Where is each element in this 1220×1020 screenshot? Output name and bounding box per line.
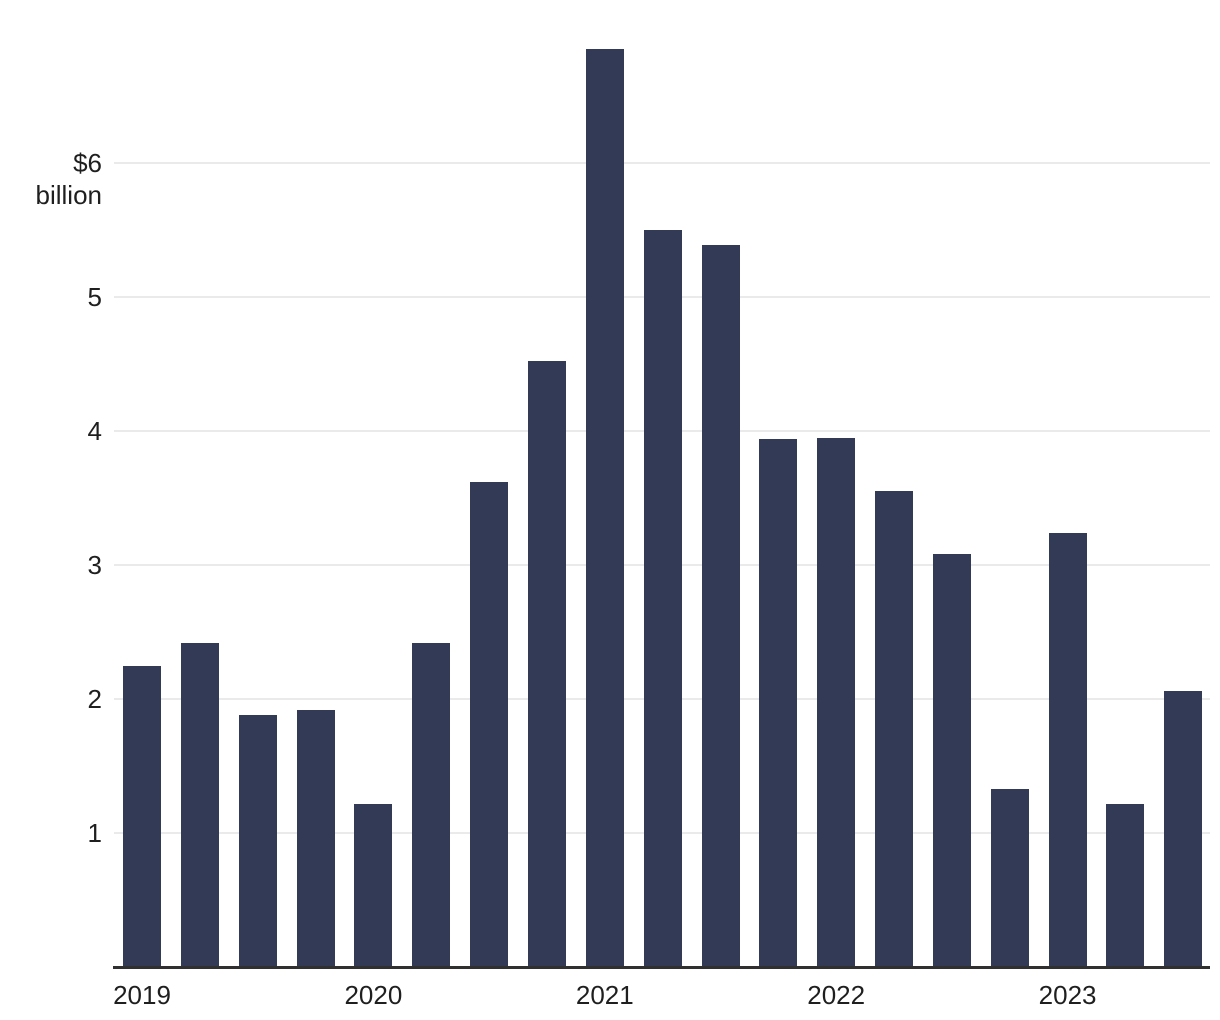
x-tick-label-2019: 2019: [113, 980, 171, 1010]
y-axis-top-label: $6 billion: [35, 148, 103, 210]
x-axis-line: [113, 966, 1210, 969]
y-tick-label-3: 3: [87, 550, 102, 580]
bar-2021-Q4: [759, 439, 798, 967]
bar-2021-Q2: [643, 230, 682, 967]
bar-2020-Q4: [527, 361, 566, 967]
bar-2022-Q1: [817, 437, 856, 967]
bar-2019-Q2: [180, 642, 219, 967]
gridline-6: [114, 162, 1210, 164]
y-tick-label-2: 2: [87, 684, 102, 714]
bar-2020-Q2: [412, 642, 451, 967]
bar-2023-Q3: [1164, 690, 1203, 967]
bar-2021-Q1: [585, 49, 624, 967]
bar-2022-Q2: [875, 491, 914, 967]
y-tick-label-1: 1: [87, 818, 102, 848]
y-tick-label-4: 4: [87, 416, 102, 446]
bar-2020-Q1: [354, 803, 393, 967]
x-tick-label-2022: 2022: [807, 980, 866, 1010]
bar-2019-Q4: [296, 709, 335, 967]
x-tick-label-2021: 2021: [575, 980, 634, 1010]
bar-2019-Q3: [238, 715, 277, 967]
x-tick-label-2020: 2020: [344, 980, 403, 1010]
y-tick-label-5: 5: [87, 282, 102, 312]
x-tick-label-2023: 2023: [1038, 980, 1097, 1010]
bar-2023-Q1: [1048, 532, 1087, 967]
bar-2021-Q3: [701, 244, 740, 967]
bar-2022-Q4: [990, 788, 1029, 967]
bar-2023-Q2: [1106, 803, 1145, 967]
bar-2020-Q3: [470, 481, 509, 967]
bar-2022-Q3: [932, 554, 971, 967]
bar-2019-Q1: [123, 665, 161, 967]
